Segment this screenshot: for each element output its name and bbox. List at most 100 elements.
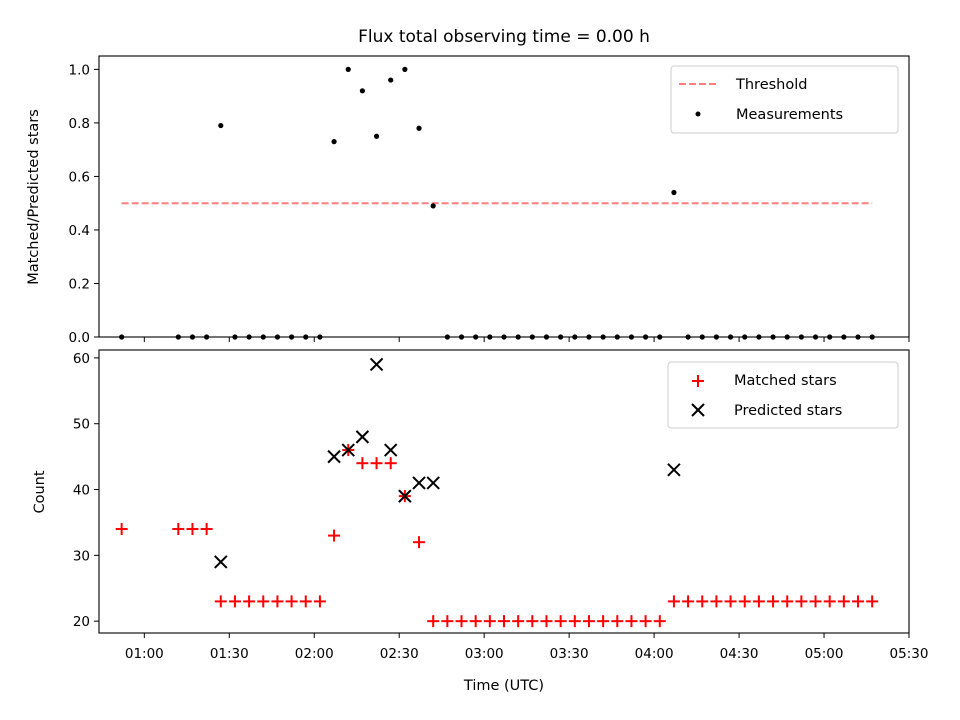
predicted-star-point	[398, 489, 412, 503]
bottom-y-tick-label: 30	[73, 548, 90, 564]
top-y-ticks: 0.0 0.2 0.4 0.6 0.8 1.0	[69, 62, 99, 346]
x-tick-label: 01:30	[210, 646, 249, 662]
legend-matched-swatch	[692, 375, 704, 387]
measurement-point	[218, 122, 224, 129]
top-x-ticks	[143, 337, 910, 342]
top-y-tick-label: 0.4	[69, 223, 90, 239]
matched-star-point	[710, 595, 723, 608]
matched-star-point	[172, 523, 185, 536]
top-y-tick-label: 0.6	[69, 169, 90, 185]
matched-star-point	[455, 615, 468, 628]
matched-star-point	[852, 595, 865, 608]
matched-star-point	[328, 529, 341, 542]
legend-threshold-label: Threshold	[735, 77, 807, 93]
matched-star-point	[653, 615, 666, 628]
matched-star-point	[582, 615, 595, 628]
matched-star-point	[483, 615, 496, 628]
bottom-y-tick-label: 60	[73, 351, 90, 367]
legend-predicted-label: Predicted stars	[734, 403, 842, 419]
predicted-star-point	[412, 476, 426, 490]
matched-star-point	[370, 457, 383, 470]
top-y-tick-label: 1.0	[69, 62, 90, 78]
matched-star-point	[696, 595, 709, 608]
matched-star-point	[866, 595, 879, 608]
x-tick-label: 04:30	[720, 646, 759, 662]
matched-star-point	[752, 595, 765, 608]
measurement-point	[373, 133, 380, 139]
measurement-point	[331, 139, 337, 145]
measurement-point	[402, 66, 408, 72]
bottom-y-tick-label: 50	[73, 417, 90, 433]
predicted-star-point	[369, 357, 384, 372]
matched-star-point	[413, 536, 426, 549]
matched-star-point	[526, 615, 539, 628]
x-tick-label: 02:00	[295, 646, 334, 662]
matched-star-point	[667, 595, 680, 608]
measurement-point	[359, 88, 365, 94]
matched-star-point	[257, 595, 270, 608]
predicted-star-point	[327, 449, 341, 464]
top-axes-frame	[98, 55, 910, 338]
matched-star-point	[540, 615, 553, 628]
bottom-x-ticks: 01:00 01:30 02:00 02:30 03:00 03:30 04:00 04:30…	[125, 633, 928, 662]
matched-star-point	[115, 523, 128, 536]
matched-star-point	[186, 523, 199, 536]
bottom-axes-frame	[98, 349, 910, 634]
top-legend: Threshold Measurements	[670, 65, 899, 134]
matched-star-point	[243, 595, 256, 608]
matched-star-point	[285, 595, 298, 608]
top-y-tick-label: 0.8	[69, 116, 90, 132]
matched-star-point	[809, 595, 822, 608]
matched-star-point	[441, 615, 454, 628]
matched-star-point	[299, 595, 312, 608]
x-tick-label: 02:30	[380, 646, 419, 662]
matched-star-point	[313, 595, 326, 608]
matched-star-point	[498, 615, 510, 628]
top-y-axis-label: Matched/Predicted stars	[26, 109, 42, 285]
predicted-star-point	[426, 476, 440, 490]
matched-star-point	[611, 615, 624, 628]
matched-star-point	[469, 615, 482, 628]
measurement-point	[345, 66, 351, 72]
matched-star-point	[271, 595, 284, 608]
matched-star-point	[200, 523, 213, 536]
matched-star-point	[356, 457, 369, 470]
matched-star-point	[823, 595, 836, 608]
top-y-tick-label: 0.0	[69, 330, 90, 346]
matched-star-point	[427, 615, 440, 628]
bottom-y-tick-label: 40	[73, 483, 90, 499]
figure-title: Flux total observing time = 0.00 h	[358, 27, 650, 47]
predicted-star-point	[341, 443, 355, 457]
bottom-y-ticks: 20 30 40 50 60	[73, 351, 99, 630]
legend-measurements-label: Measurements	[736, 107, 843, 123]
matched-star-point	[568, 615, 581, 628]
measurement-point	[416, 125, 422, 131]
matched-star-point	[781, 595, 794, 608]
matched-star-point	[724, 595, 737, 608]
matched-star-point	[597, 615, 610, 628]
predicted-star-point	[667, 463, 681, 477]
measurement-point	[671, 189, 677, 196]
matched-star-point	[384, 457, 397, 470]
predicted-star-point	[384, 443, 398, 457]
count-plot: 20 30 40 50 60 01:00 01:30 02:00 02:30 03:00 03:3…	[32, 349, 928, 694]
x-axis-label: Time (UTC)	[463, 678, 544, 694]
bottom-y-axis-label: Count	[32, 470, 48, 513]
measurement-point	[430, 203, 436, 209]
matched-star-point	[228, 595, 241, 608]
predicted-star-point	[214, 555, 228, 569]
matched-star-point	[738, 595, 751, 608]
x-tick-label: 04:00	[635, 646, 674, 662]
matched-stars-points	[115, 444, 879, 628]
matched-star-point	[795, 595, 808, 608]
matched-star-point	[837, 595, 850, 608]
x-tick-label: 01:00	[125, 646, 164, 662]
legend-matched-label: Matched stars	[734, 373, 837, 389]
legend-measurements-swatch	[695, 111, 701, 117]
legend-predicted-swatch	[691, 403, 705, 417]
bottom-y-tick-label: 20	[73, 614, 90, 630]
matched-star-point	[214, 595, 227, 608]
x-tick-label: 03:00	[465, 646, 504, 662]
matched-star-point	[639, 615, 652, 628]
